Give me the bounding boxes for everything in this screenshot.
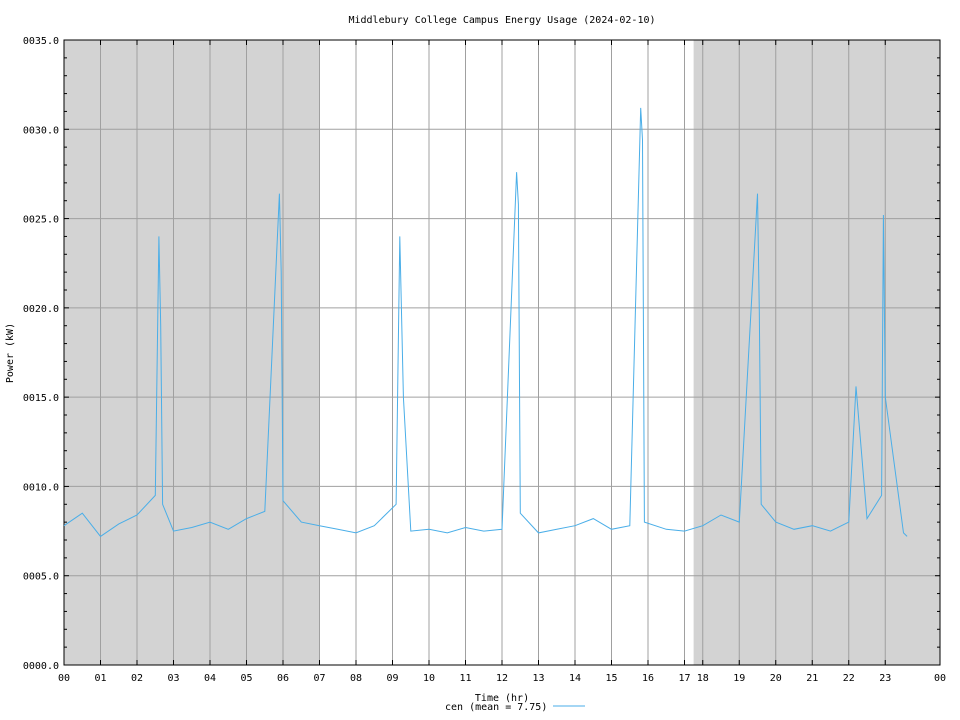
x-tick-label: 15 [605, 673, 617, 684]
grid [64, 40, 940, 665]
x-tick-label: 14 [569, 673, 581, 684]
y-tick-label: 0005.0 [23, 572, 59, 583]
x-tick-label: 16 [642, 673, 654, 684]
series [63, 107, 908, 538]
x-tick-label: 00 [934, 673, 946, 684]
y-tick-label: 0025.0 [23, 215, 59, 226]
x-axis-label: Time (hr) [475, 693, 529, 704]
x-tick-label: 13 [532, 673, 544, 684]
x-tick-label: 20 [770, 673, 782, 684]
x-tick-label: 19 [733, 673, 745, 684]
y-tick-label: 0035.0 [23, 36, 59, 47]
x-tick-label: 08 [350, 673, 362, 684]
series-line-cen [63, 107, 908, 538]
y-tick-label: 0000.0 [23, 661, 59, 672]
ticks: 0000.0 0005.0 0010.0 0015.0 0020.0 0025.0 0030… [23, 36, 946, 684]
y-tick-label: 0015.0 [23, 393, 59, 404]
x-tick-label: 10 [423, 673, 435, 684]
shaded-region [64, 40, 320, 665]
y-tick-label: 0010.0 [23, 482, 59, 493]
x-tick-label: 12 [496, 673, 508, 684]
x-tick-label: 09 [386, 673, 398, 684]
x-tick-label: 06 [277, 673, 289, 684]
x-tick-label: 17 [678, 673, 690, 684]
x-tick-label: 18 [697, 673, 709, 684]
x-tick-label: 03 [167, 673, 179, 684]
x-tick-label: 00 [58, 673, 70, 684]
x-tick-label: 23 [879, 673, 891, 684]
x-tick-label: 21 [806, 673, 818, 684]
y-tick-label: 0030.0 [23, 125, 59, 136]
chart-title: Middlebury College Campus Energy Usage (… [348, 15, 655, 26]
shaded-region [693, 40, 940, 665]
x-tick-label: 22 [843, 673, 855, 684]
y-tick-label: 0020.0 [23, 304, 59, 315]
x-tick-label: 02 [131, 673, 143, 684]
x-tick-label: 04 [204, 673, 216, 684]
x-tick-label: 01 [94, 673, 106, 684]
shaded-regions [64, 40, 940, 665]
x-tick-label: 05 [240, 673, 252, 684]
y-axis-label: Power (kW) [5, 323, 16, 383]
x-tick-label: 07 [313, 673, 325, 684]
x-tick-label: 11 [459, 673, 471, 684]
legend-label: cen (mean = 7.75) [445, 702, 547, 713]
